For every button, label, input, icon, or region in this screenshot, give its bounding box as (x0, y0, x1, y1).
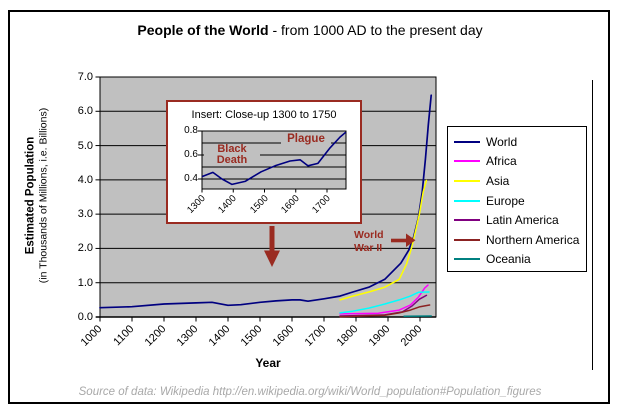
legend-item-world: World (448, 132, 586, 152)
y-tick-label-1.0: 1.0 (77, 276, 93, 289)
y-tick-label-7.0: 7.0 (77, 71, 93, 83)
series-line-northern-america (339, 304, 431, 318)
chart-title-rest: - from 1000 AD to the present day (268, 22, 483, 38)
legend-line-sample (454, 199, 480, 202)
legend-line-sample (454, 219, 480, 222)
series-line-africa (339, 284, 429, 315)
legend-label: Latin America (486, 213, 559, 228)
inset-x-tick-1300: 1300 (185, 193, 208, 216)
series-line-asia (339, 179, 428, 301)
legend-item-oceania: Oceania (448, 250, 586, 270)
y-tick-label-5.0: 5.0 (77, 139, 93, 152)
chart-area-right-edge (592, 80, 593, 370)
source-text: Source of data: Wikipedia http://en.wiki… (78, 386, 542, 398)
y-tick-label-2.0: 2.0 (77, 242, 93, 255)
black-death-annotation: Black Death (204, 144, 260, 166)
legend: World Africa Asia Europe Latin America Northe… (447, 126, 587, 272)
y-tick-label-6.0: 6.0 (77, 105, 93, 118)
world-war-2-annotation: World War II (354, 229, 398, 254)
inset-y-tick-0.6: 0.6 (184, 149, 198, 160)
legend-item-europe: Europe (448, 191, 586, 211)
legend-item-northern-america: Northern America (448, 230, 586, 250)
legend-line-sample (454, 258, 480, 261)
series-line-europe (339, 291, 430, 314)
chart-title-bold: People of the World (137, 22, 269, 38)
legend-line-sample (454, 160, 480, 163)
legend-label: Northern America (486, 232, 580, 247)
world-war-2-line2: War II (354, 241, 383, 254)
legend-item-latin-america: Latin America (448, 210, 586, 230)
figure-border (8, 10, 610, 404)
inset-x-tick-1700: 1700 (310, 193, 333, 216)
x-axis-title: Year (255, 356, 281, 370)
legend-label: World (486, 134, 518, 149)
inset-x-tick-1500: 1500 (247, 193, 271, 216)
legend-line-sample (454, 140, 480, 143)
legend-line-sample (454, 179, 480, 182)
inset-title: Insert: Close-up 1300 to 1750 (191, 109, 337, 121)
inset-y-tick-0.8: 0.8 (184, 125, 198, 136)
legend-label: Europe (486, 193, 525, 208)
inset-y-tick-0.4: 0.4 (184, 173, 198, 184)
legend-item-asia: Asia (448, 171, 586, 191)
inset-x-tick-1400: 1400 (216, 193, 240, 216)
plague-annotation: Plague (281, 133, 331, 145)
y-tick-label-0.0: 0.0 (77, 310, 93, 323)
world-war-2-line1: World (354, 229, 384, 241)
legend-label: Asia (486, 173, 510, 188)
inset-chart: Insert: Close-up 1300 to 1750 Black Deat… (166, 100, 362, 224)
legend-label: Africa (486, 154, 517, 169)
black-death-line2: Death (216, 154, 248, 166)
y-tick-label-4.0: 4.0 (77, 173, 93, 186)
legend-label: Oceania (486, 252, 531, 267)
inset-x-tick-1600: 1600 (278, 193, 302, 216)
y-tick-label-3.0: 3.0 (77, 208, 93, 221)
legend-item-africa: Africa (448, 152, 586, 172)
black-death-line1: Black (217, 143, 247, 155)
chart-title: People of the World - from 1000 AD to th… (0, 22, 620, 38)
legend-line-sample (454, 238, 480, 241)
